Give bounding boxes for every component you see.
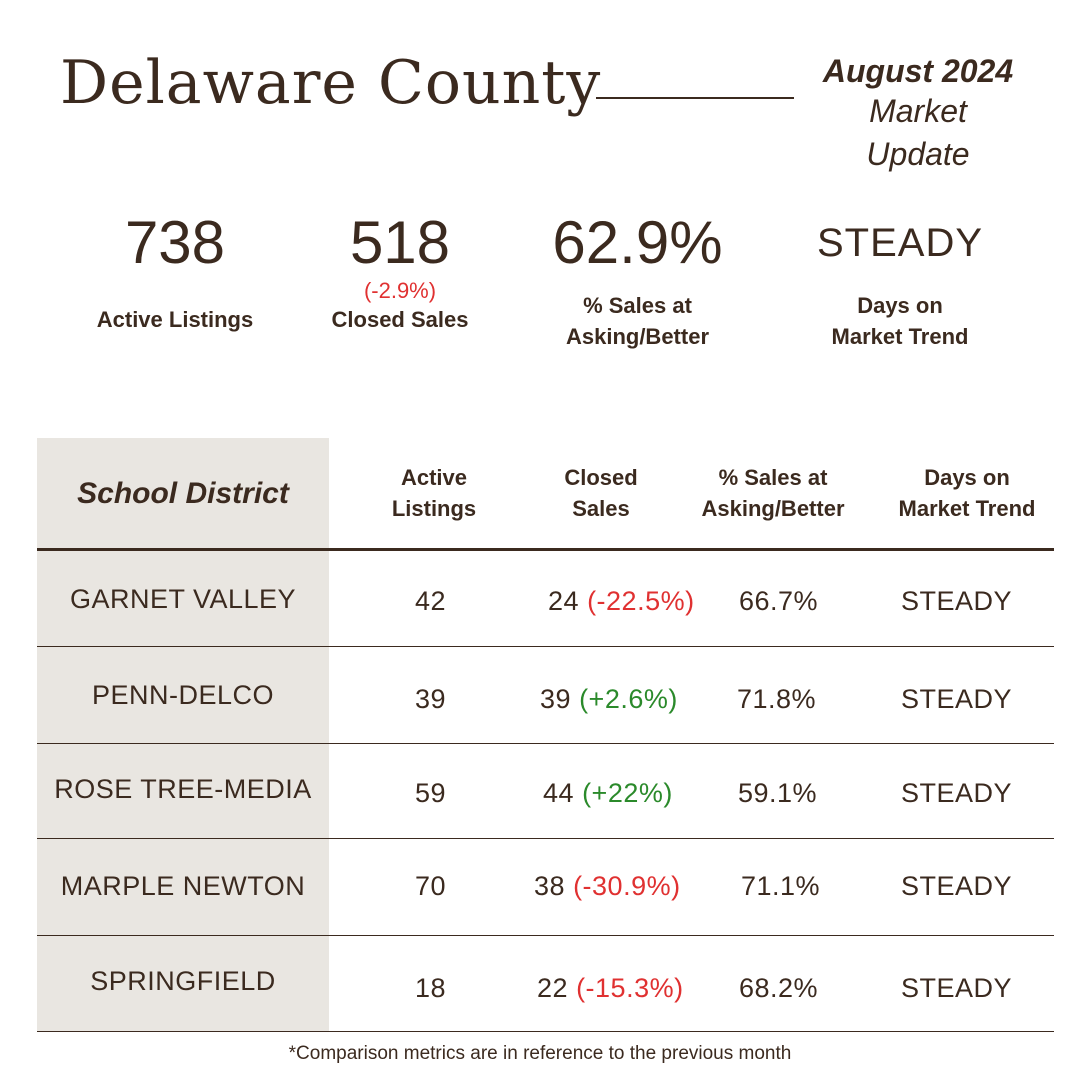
title-divider — [596, 97, 794, 99]
active-listings-cell: 59 — [415, 778, 447, 808]
header-days-on-market: Days on Market Trend — [898, 465, 1036, 521]
district-name: GARNET VALLEY — [69, 584, 297, 614]
row-divider — [37, 935, 1054, 936]
table-row: PENN-DELCO 39 39 (+2.6%) 71.8% STEADY — [37, 647, 1054, 743]
days-on-market-cell: STEADY — [901, 684, 1013, 714]
closed-sales-value: 22 — [537, 973, 569, 1003]
stat-asking-label-line2: Asking/Better — [565, 324, 710, 349]
row-divider — [37, 646, 1054, 647]
active-listings-cell: 70 — [415, 871, 447, 901]
stat-dom-label-line1: Days on — [857, 293, 943, 318]
days-on-market-cell: STEADY — [901, 586, 1013, 616]
row-divider — [37, 743, 1054, 744]
report-subtitle-line1: Market — [869, 93, 967, 129]
report-period: August 2024 Market Update — [800, 52, 1036, 176]
closed-sales-value: 24 — [548, 586, 580, 616]
header-closed-sales: Closed Sales — [564, 465, 638, 521]
closed-sales-cell: 44 (+22%) — [543, 776, 673, 810]
active-listings-cell: 18 — [415, 973, 447, 1003]
table-row: MARPLE NEWTON 70 38 (-30.9%) 71.1% STEAD… — [37, 839, 1054, 935]
stat-sales-at-asking: 62.9% % Sales at Asking/Better — [520, 208, 755, 352]
stat-active-label: Active Listings — [96, 307, 254, 332]
sales-at-asking-cell: 66.7% — [739, 586, 819, 616]
footnote: *Comparison metrics are in reference to … — [288, 1043, 792, 1064]
closed-sales-cell: 22 (-15.3%) — [537, 971, 684, 1005]
report-subtitle-line2: Update — [866, 136, 970, 172]
closed-sales-change: (+22%) — [582, 778, 673, 808]
district-name: ROSE TREE-MEDIA — [54, 774, 312, 804]
report-month: August 2024 — [822, 53, 1014, 89]
page-title: Delaware County — [60, 48, 602, 118]
district-name: PENN-DELCO — [91, 680, 275, 710]
closed-sales-cell: 38 (-30.9%) — [534, 869, 681, 903]
sales-at-asking-cell: 59.1% — [738, 778, 818, 808]
stat-active-value: 738 — [124, 209, 226, 276]
stat-asking-label-line1: % Sales at — [583, 293, 692, 318]
district-name: MARPLE NEWTON — [60, 871, 306, 901]
stat-days-on-market: STEADY Days on Market Trend — [790, 208, 1010, 352]
stat-asking-value: 62.9% — [552, 209, 723, 276]
closed-sales-value: 44 — [543, 778, 575, 808]
closed-sales-value: 39 — [540, 684, 572, 714]
table-row: ROSE TREE-MEDIA 59 44 (+22%) 59.1% STEAD… — [37, 744, 1054, 838]
closed-sales-cell: 24 (-22.5%) — [548, 584, 695, 618]
closed-sales-change: (-22.5%) — [587, 586, 695, 616]
header-sales-at-asking: % Sales at Asking/Better — [701, 465, 845, 521]
closed-sales-cell: 39 (+2.6%) — [540, 682, 678, 716]
active-listings-cell: 39 — [415, 684, 447, 714]
active-listings-cell: 42 — [415, 586, 447, 616]
row-divider — [37, 838, 1054, 839]
table-row: GARNET VALLEY 42 24 (-22.5%) 66.7% STEAD… — [37, 551, 1054, 646]
stat-closed-sales: 518 (-2.9%) Closed Sales — [300, 208, 500, 335]
header-active-listings: Active Listings — [391, 465, 477, 521]
district-column-background — [37, 438, 329, 1032]
closed-sales-value: 38 — [534, 871, 566, 901]
stat-dom-value: STEADY — [816, 221, 984, 265]
header-divider — [37, 548, 1054, 551]
days-on-market-cell: STEADY — [901, 973, 1013, 1003]
closed-sales-change: (-15.3%) — [576, 973, 684, 1003]
sales-at-asking-cell: 68.2% — [739, 973, 819, 1003]
stat-dom-label-line2: Market Trend — [831, 324, 969, 349]
days-on-market-cell: STEADY — [901, 778, 1013, 808]
closed-sales-change: (-30.9%) — [573, 871, 681, 901]
stat-closed-change: (-2.9%) — [363, 278, 437, 303]
table-bottom-divider — [37, 1031, 1054, 1032]
stat-closed-value: 518 — [349, 209, 451, 276]
closed-sales-change: (+2.6%) — [579, 684, 678, 714]
stat-closed-label: Closed Sales — [331, 307, 469, 332]
district-name: SPRINGFIELD — [90, 966, 276, 996]
sales-at-asking-cell: 71.8% — [737, 684, 817, 714]
header-school-district: School District — [77, 476, 289, 510]
stat-active-listings: 738 Active Listings — [70, 208, 280, 335]
table-row: SPRINGFIELD 18 22 (-15.3%) 68.2% STEADY — [37, 936, 1054, 1032]
days-on-market-cell: STEADY — [901, 871, 1013, 901]
sales-at-asking-cell: 71.1% — [741, 871, 821, 901]
